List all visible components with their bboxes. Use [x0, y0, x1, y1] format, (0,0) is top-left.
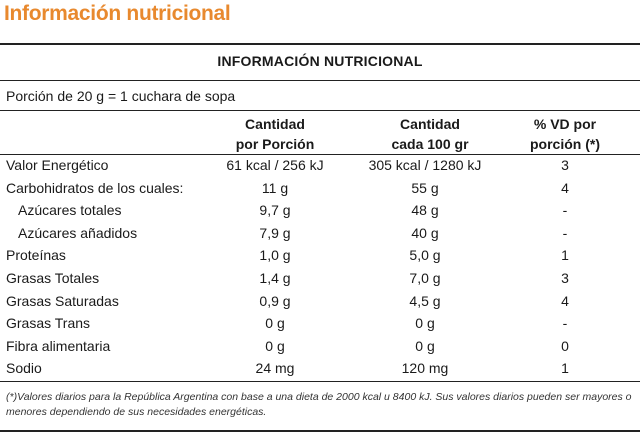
nutrient-name: Azúcares totales: [18, 202, 122, 219]
value-vd: -: [562, 315, 568, 332]
top-divider: [0, 43, 640, 45]
header-line: porción (*): [530, 136, 600, 152]
value-vd: 3: [561, 157, 569, 173]
table-row: Grasas Trans 0 g 0 g -: [0, 312, 640, 335]
table-row: Grasas Totales 1,4 g 7,0 g 3: [0, 267, 640, 290]
divider: [0, 110, 640, 111]
nutrient-name: Grasas Trans: [6, 315, 91, 332]
nutrient-name: Fibra alimentaria: [6, 337, 111, 354]
page-title: Información nutricional: [4, 2, 231, 25]
header-vd: % VD por porción (*): [500, 114, 630, 154]
nutrient-name: Grasas Totales: [6, 269, 100, 286]
footnote: (*)Valores diarios para la República Arg…: [6, 391, 632, 418]
value-vd: 1: [561, 360, 569, 377]
value-per-portion: 11 g: [261, 179, 289, 196]
value-per-portion: 1,0 g: [259, 247, 291, 264]
value-per-portion: 0 g: [265, 315, 285, 332]
value-per-100g: 7,0 g: [409, 269, 441, 286]
table-row: Proteínas 1,0 g 5,0 g 1: [0, 244, 640, 267]
value-vd: 4: [561, 179, 569, 196]
bottom-divider: [0, 430, 640, 432]
value-vd: 1: [561, 247, 569, 264]
value-vd: -: [562, 202, 568, 219]
value-per-portion: 0,9 g: [259, 292, 291, 309]
nutrient-name: Azúcares añadidos: [18, 224, 138, 241]
value-per-portion: 0 g: [265, 337, 285, 354]
value-vd: -: [562, 224, 568, 241]
nutrition-rows: Valor Energético 61 kcal / 256 kJ 305 kcal…: [0, 154, 640, 380]
table-row: Sodio 24 mg 120 mg 1: [0, 357, 640, 380]
header-per-100g: Cantidad cada 100 gr: [355, 114, 505, 154]
header-line: cada 100 gr: [391, 136, 469, 152]
divider: [0, 80, 640, 81]
table-row: Azúcares añadidos 7,9 g 40 g -: [0, 222, 640, 245]
table-row: Azúcares totales 9,7 g 48 g -: [0, 199, 640, 222]
header-line: % VD por: [533, 116, 597, 132]
value-vd: 0: [561, 337, 569, 354]
value-per-100g: 305 kcal / 1280 kJ: [368, 157, 482, 173]
value-per-100g: 0 g: [415, 315, 435, 332]
portion-size: Porción de 20 g = 1 cuchara de sopa: [6, 88, 236, 104]
divider: [0, 154, 640, 155]
nutrient-name: Proteínas: [6, 247, 66, 264]
table-row: Valor Energético 61 kcal / 256 kJ 305 kcal…: [0, 154, 640, 177]
value-per-portion: 24 mg: [255, 360, 295, 377]
value-per-100g: 120 mg: [401, 360, 449, 377]
header-line: Cantidad: [245, 116, 305, 132]
header-line: Cantidad: [400, 116, 460, 132]
value-per-100g: 40 g: [411, 224, 439, 241]
value-per-portion: 9,7 g: [259, 202, 291, 219]
header-per-portion: Cantidad por Porción: [210, 114, 340, 154]
value-vd: 3: [561, 269, 569, 286]
nutrient-name: Carbohidratos de los cuales:: [6, 179, 184, 196]
value-per-portion: 7,9 g: [259, 224, 291, 241]
divider: [0, 381, 640, 382]
table-title: INFORMACIÓN NUTRICIONAL: [217, 53, 423, 69]
nutrient-name: Valor Energético: [6, 157, 109, 173]
table-row: Carbohidratos de los cuales: 11 g 55 g 4: [0, 177, 640, 200]
value-per-100g: 5,0 g: [409, 247, 441, 264]
value-per-100g: 48 g: [411, 202, 439, 219]
table-row: Fibra alimentaria 0 g 0 g 0: [0, 335, 640, 358]
nutrient-name: Grasas Saturadas: [6, 292, 119, 309]
value-per-100g: 0 g: [415, 337, 435, 354]
value-per-100g: 4,5 g: [409, 292, 441, 309]
value-per-100g: 55 g: [411, 179, 439, 196]
value-vd: 4: [561, 292, 569, 309]
value-per-portion: 1,4 g: [259, 269, 291, 286]
value-per-portion: 61 kcal / 256 kJ: [226, 157, 324, 173]
header-line: por Porción: [235, 136, 315, 152]
table-row: Grasas Saturadas 0,9 g 4,5 g 4: [0, 290, 640, 313]
nutrient-name: Sodio: [6, 360, 42, 377]
